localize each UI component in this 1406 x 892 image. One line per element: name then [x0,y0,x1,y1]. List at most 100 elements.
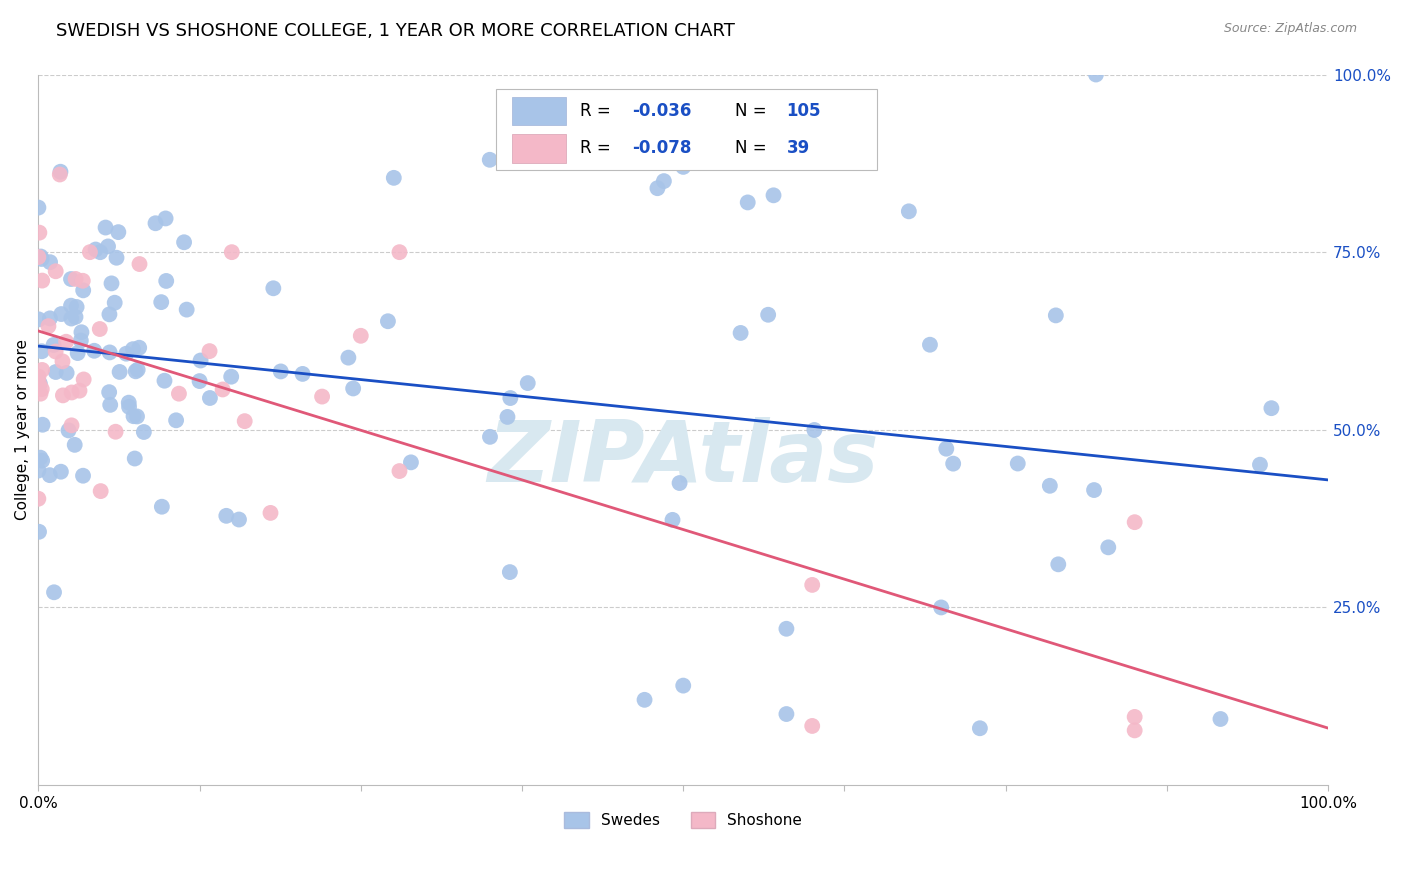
Point [198,344,221,359]
Point [98,345,121,359]
Text: R =: R = [581,139,616,157]
Point [105,251,128,265]
Point [124,451,146,466]
Point [215,508,238,523]
Text: -0.036: -0.036 [631,102,690,120]
Point [28,524,51,539]
Point [31,274,53,288]
Point [65,272,87,286]
Point [125,364,148,378]
Text: N =: N = [735,102,772,120]
Point [49,165,72,179]
Point [72,283,94,297]
Point [55,366,77,380]
Y-axis label: College, 1 year or more: College, 1 year or more [15,339,30,520]
Point [42,338,65,352]
Point [60,385,83,400]
Point [233,414,256,428]
Point [27,250,49,264]
Point [652,174,675,188]
Point [30,450,52,465]
Point [150,295,173,310]
Point [72,274,94,288]
Point [27,463,49,477]
Point [918,337,941,351]
Point [942,457,965,471]
Point [801,719,824,733]
Point [38,468,60,483]
Point [132,425,155,439]
Point [118,400,141,414]
Point [51,307,73,321]
Point [150,500,173,514]
Point [49,465,72,479]
Point [27,375,49,389]
Point [672,160,695,174]
Point [801,578,824,592]
Point [198,391,221,405]
Point [31,363,53,377]
Point [30,250,52,264]
Point [72,468,94,483]
Point [27,369,49,384]
Point [176,302,198,317]
Point [803,423,825,437]
Point [499,391,522,405]
Point [291,367,314,381]
Point [153,374,176,388]
Point [45,264,67,278]
Point [1249,458,1271,472]
Point [70,325,93,339]
Point [935,442,957,456]
Point [897,204,920,219]
Point [737,195,759,210]
Point [73,372,96,386]
Point [1097,541,1119,555]
Point [270,364,292,378]
Point [668,476,690,491]
Point [27,491,49,506]
Point [478,153,501,167]
Text: SWEDISH VS SHOSHONE COLLEGE, 1 YEAR OR MORE CORRELATION CHART: SWEDISH VS SHOSHONE COLLEGE, 1 YEAR OR M… [56,22,735,40]
Point [399,455,422,469]
Point [66,346,89,360]
Legend: Swedes, Shoshone: Swedes, Shoshone [558,806,808,834]
Point [122,409,145,424]
Point [60,311,83,326]
Point [672,679,695,693]
Point [1083,483,1105,497]
Point [342,381,364,395]
Point [108,365,131,379]
Point [1039,479,1062,493]
Point [388,464,411,478]
Text: -0.078: -0.078 [631,139,690,157]
Point [49,168,72,182]
Point [90,484,112,499]
Point [496,409,519,424]
Point [127,363,149,377]
Point [762,188,785,202]
Point [52,388,75,402]
Point [228,512,250,526]
Point [97,239,120,253]
Point [128,341,150,355]
Text: ZIPAtlas: ZIPAtlas [488,417,879,500]
Point [1007,457,1029,471]
Point [118,395,141,409]
Point [219,369,242,384]
Point [173,235,195,250]
Point [94,220,117,235]
Point [115,347,138,361]
Point [211,383,233,397]
Point [31,382,53,396]
Point [51,354,73,368]
Point [311,390,333,404]
Point [499,565,522,579]
Point [221,245,243,260]
Point [756,308,779,322]
Text: 39: 39 [786,139,810,157]
Point [69,334,91,348]
Point [145,216,167,230]
Point [929,600,952,615]
Point [60,272,83,286]
